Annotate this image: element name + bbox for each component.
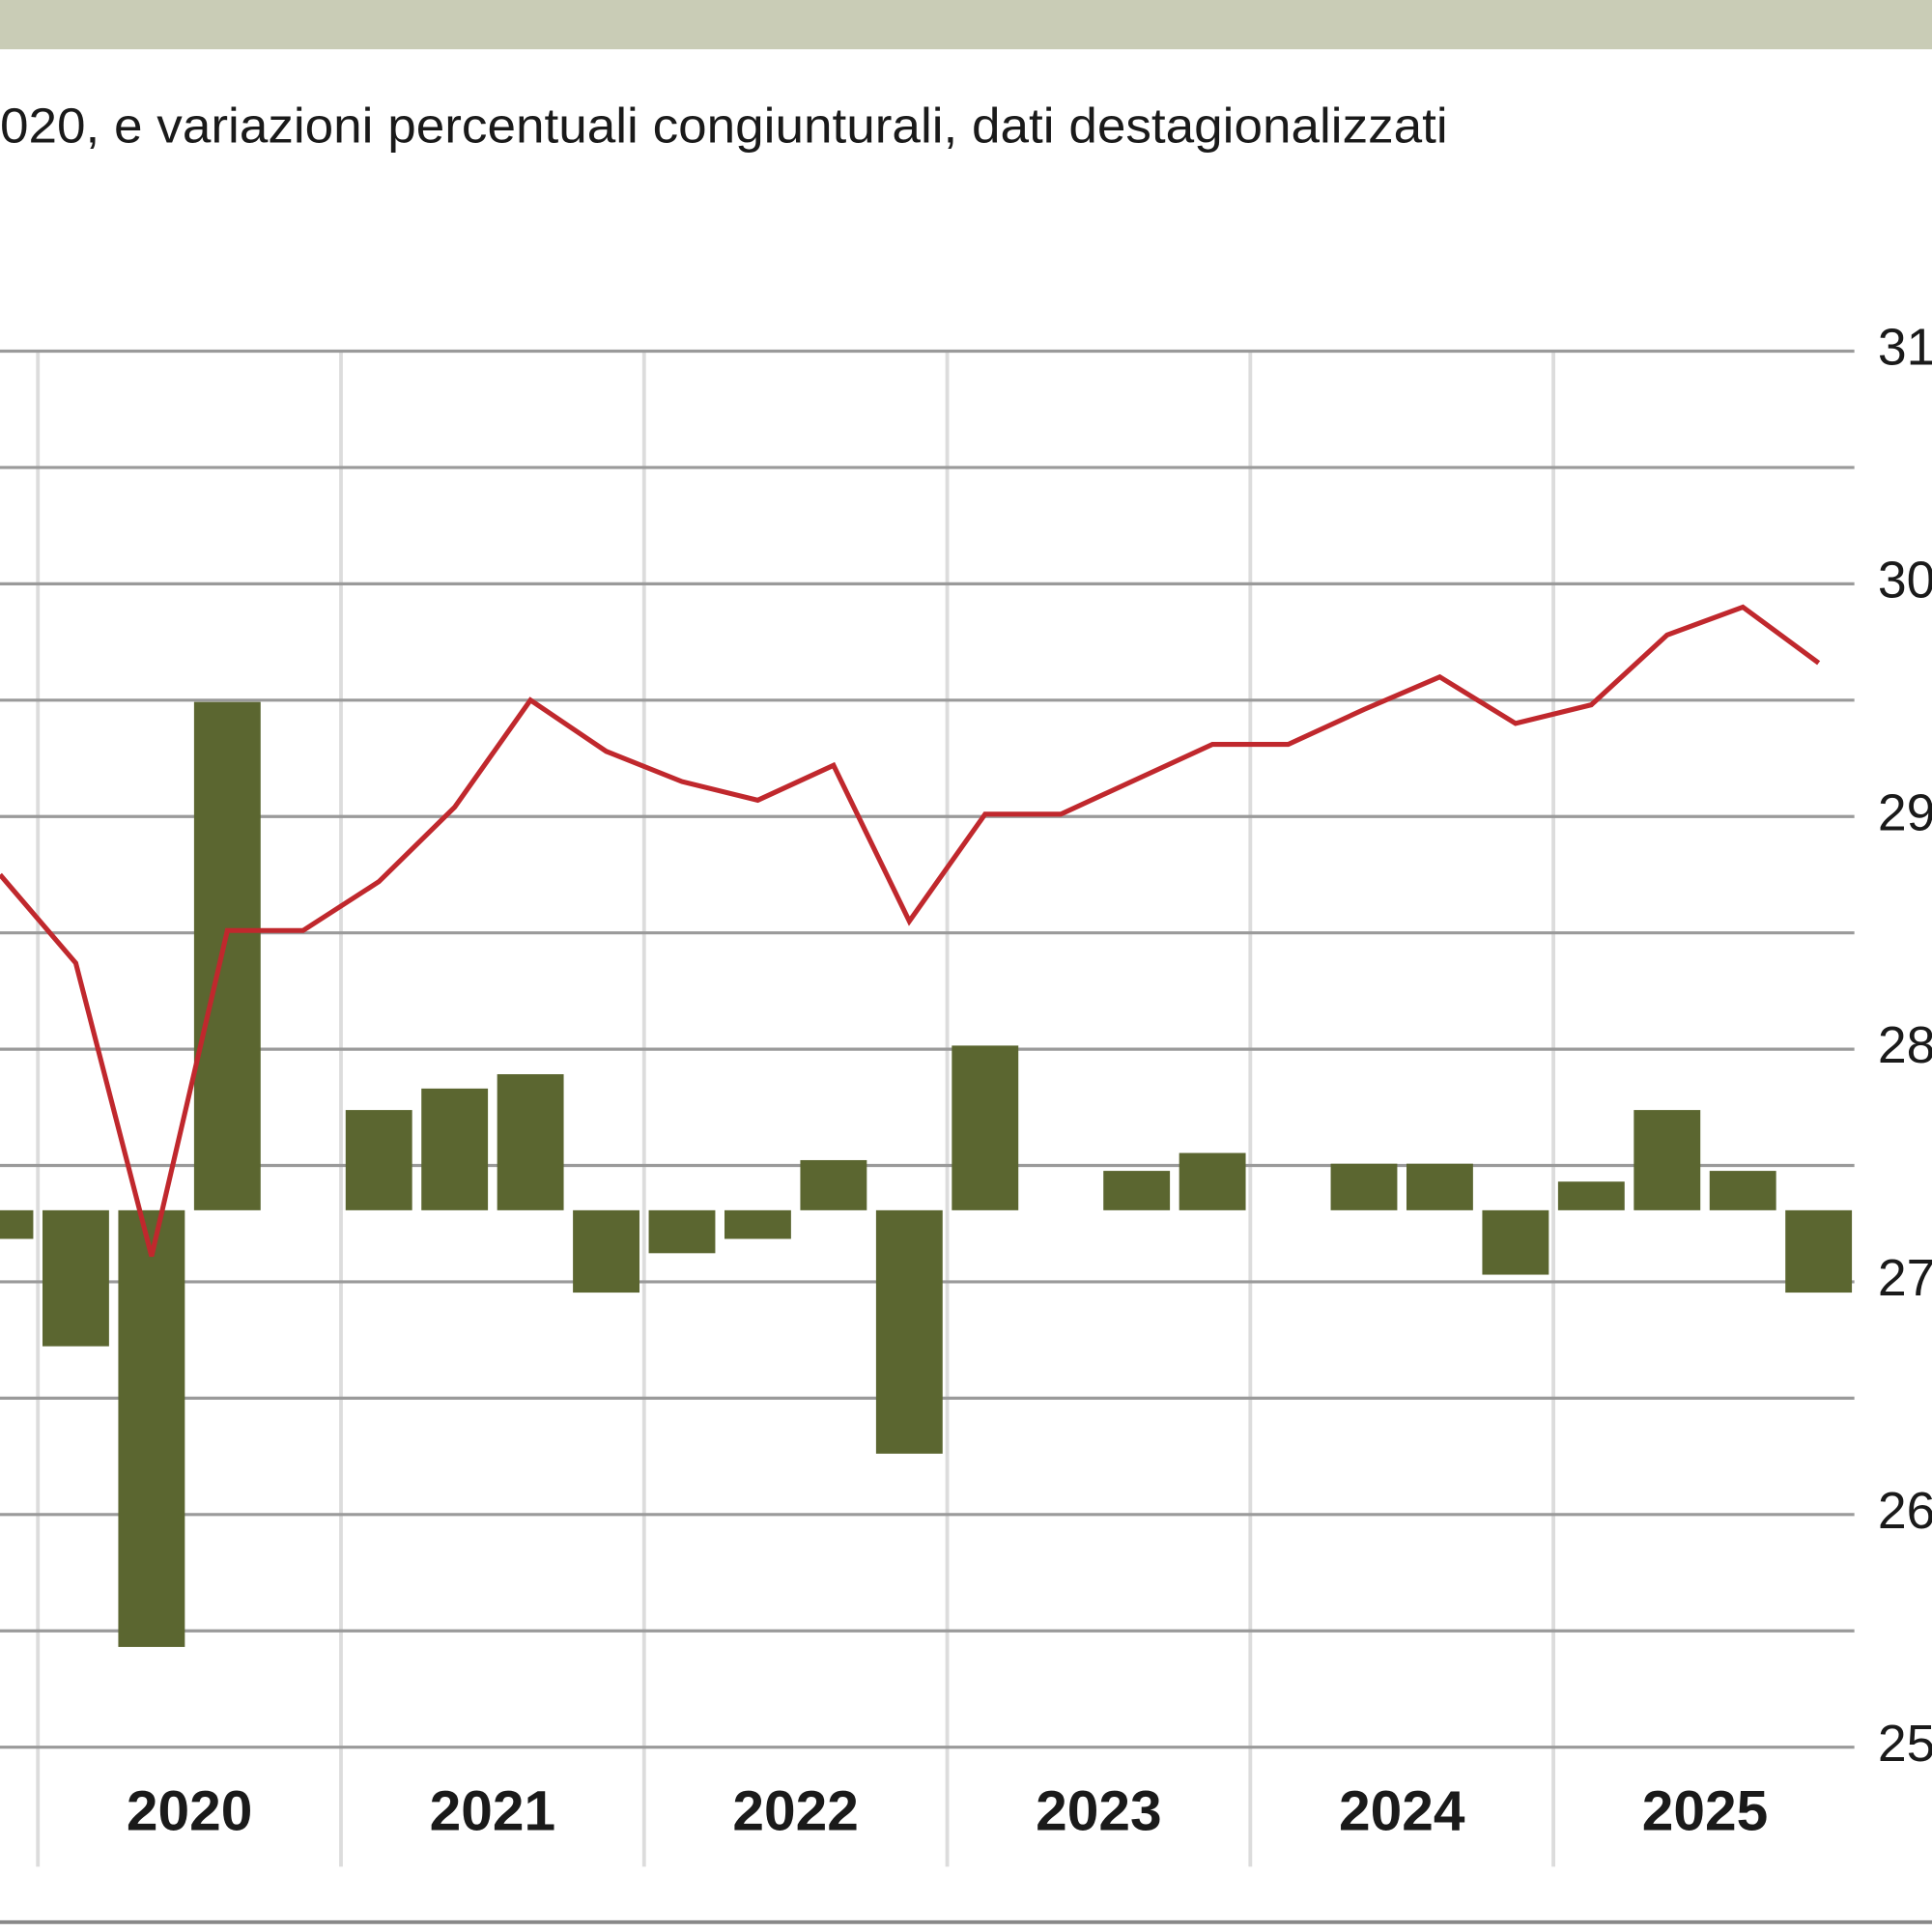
bar xyxy=(345,1110,412,1210)
bar xyxy=(1634,1110,1701,1210)
x-year-label: 2020 xyxy=(127,1779,253,1842)
x-year-label: 2022 xyxy=(732,1779,859,1842)
x-year-label: 2024 xyxy=(1339,1779,1465,1842)
y2-tick-label: 30 xyxy=(1878,553,1932,610)
bar xyxy=(1330,1163,1398,1210)
bar xyxy=(1709,1171,1776,1210)
bar xyxy=(800,1159,867,1210)
bar xyxy=(0,1209,34,1239)
chart-subtitle: 020, e variazioni percentuali congiuntur… xyxy=(0,98,1448,153)
bar xyxy=(43,1209,109,1347)
bar xyxy=(1103,1171,1171,1210)
x-year-label: 2025 xyxy=(1642,1779,1769,1842)
bar xyxy=(1406,1163,1473,1210)
bar xyxy=(648,1209,716,1254)
y2-tick-label: 29 xyxy=(1878,784,1932,841)
bar xyxy=(573,1209,639,1293)
bar xyxy=(497,1074,564,1210)
bar xyxy=(421,1088,489,1210)
header-band xyxy=(0,0,1932,50)
y2-tick-label: 25 xyxy=(1878,1716,1932,1773)
bar xyxy=(1785,1209,1853,1293)
x-year-label: 2023 xyxy=(1036,1779,1162,1842)
y2-tick-label: 27 xyxy=(1878,1250,1932,1307)
bar xyxy=(1482,1209,1549,1275)
x-year-label: 2021 xyxy=(430,1779,556,1842)
y2-tick-label: 26 xyxy=(1878,1483,1932,1540)
bar xyxy=(1557,1181,1625,1210)
y2-tick-label: 28 xyxy=(1878,1017,1932,1074)
bar xyxy=(724,1209,791,1239)
line xyxy=(0,604,1821,1258)
bar xyxy=(118,1209,185,1647)
bar xyxy=(875,1209,943,1454)
bar xyxy=(193,701,261,1210)
y2-tick-label: 31 xyxy=(1878,320,1932,377)
bar xyxy=(952,1045,1019,1210)
bar xyxy=(1179,1152,1246,1210)
